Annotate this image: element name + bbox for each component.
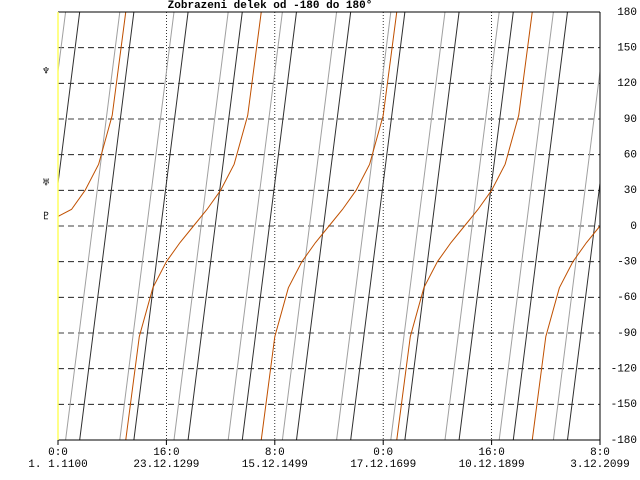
series-symbol: ♇ [43,211,50,223]
x-tick-label: 10.12.1899 [459,459,525,471]
series-symbol: ♆ [43,66,50,78]
x-tick-time: 8:0 [590,447,610,459]
series-line [57,11,601,441]
x-tick-label: 17.12.1699 [350,459,416,471]
series-line [57,11,601,441]
y-tick-label: 150 [617,43,637,55]
series-symbol: ♅ [43,178,50,190]
y-tick-label: -30 [617,257,637,269]
series-line [57,11,601,441]
y-tick-label: 90 [624,114,637,126]
y-tick-label: 30 [624,185,637,197]
x-tick-time: 16:0 [478,447,504,459]
x-tick-label: 15.12.1499 [242,459,308,471]
chart-title: Zobrazeni delek od -180 do 180° [168,0,373,12]
y-tick-label: -60 [617,292,637,304]
y-tick-label: 60 [624,150,637,162]
x-tick-label: 3.12.2099 [570,459,629,471]
x-tick-label: 23.12.1299 [133,459,199,471]
y-tick-label: 120 [617,78,637,90]
x-tick-label: 1. 1.1100 [28,459,87,471]
x-tick-time: 16:0 [153,447,179,459]
y-tick-label: -120 [611,364,637,376]
y-tick-label: -90 [617,328,637,340]
y-tick-label: -180 [611,435,637,447]
x-tick-time: 0:0 [48,447,68,459]
y-tick-label: -150 [611,399,637,411]
x-tick-time: 0:0 [373,447,393,459]
x-tick-time: 8:0 [265,447,285,459]
y-tick-label: 180 [617,7,637,19]
y-tick-label: 0 [630,221,637,233]
